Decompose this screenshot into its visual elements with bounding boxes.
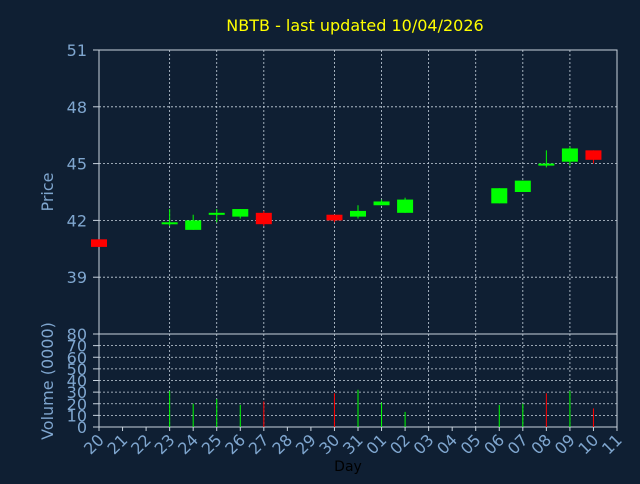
candle-08 <box>538 150 555 168</box>
candle-body <box>232 209 249 217</box>
candle-body <box>538 163 555 166</box>
candle-06 <box>491 188 508 204</box>
candle-25 <box>208 209 225 223</box>
chart-title: NBTB - last updated 10/04/2026 <box>226 16 483 35</box>
candle-01 <box>373 199 390 206</box>
volume-y-tick-label: 60 <box>67 348 87 367</box>
candle-body <box>91 239 107 247</box>
volume-y-tick-label: 0 <box>77 418 87 437</box>
x-tick-label: 11 <box>598 430 626 458</box>
candle-body <box>397 199 414 213</box>
candle-body <box>326 214 343 221</box>
price-plot-area <box>98 49 618 335</box>
volume-y-tick-label: 20 <box>67 395 87 414</box>
volume-bar-series <box>169 389 594 427</box>
price-y-tick-label: 48 <box>67 98 87 117</box>
candle-23 <box>161 209 178 227</box>
candle-body <box>561 148 578 162</box>
price-y-tick-labels: 39 42 45 48 51 <box>67 41 99 287</box>
candle-body <box>350 210 366 217</box>
price-y-tick-label: 51 <box>67 41 87 60</box>
candle-09 <box>561 146 578 166</box>
candle-31 <box>350 205 366 219</box>
candle-body <box>161 222 178 225</box>
volume-y-tick-label: 40 <box>67 372 87 391</box>
candle-20 <box>91 239 107 247</box>
volume-y-tick-label: 50 <box>67 360 87 379</box>
price-axis-label: Price <box>38 172 57 211</box>
candle-body <box>185 220 202 230</box>
price-y-tick-label: 45 <box>67 155 87 174</box>
candle-02 <box>397 197 414 213</box>
candlestick-series <box>91 146 602 247</box>
x-axis-label: Day <box>334 459 362 475</box>
candle-body <box>373 201 390 206</box>
volume-y-tick-label: 30 <box>67 383 87 402</box>
candle-body <box>585 150 602 160</box>
volume-y-tick-label: 80 <box>67 325 87 344</box>
x-tick-labels: 2021222324252627282930310102030405060708… <box>80 427 626 458</box>
volume-y-tick-label: 10 <box>67 406 87 425</box>
volume-y-tick-label: 70 <box>67 337 87 356</box>
candle-body <box>491 188 508 204</box>
candle-body <box>208 212 225 215</box>
price-y-tick-label: 39 <box>67 268 87 287</box>
candle-10 <box>585 150 602 164</box>
candle-body <box>514 180 531 192</box>
candle-26 <box>232 209 249 219</box>
candle-30 <box>326 214 343 223</box>
volume-axis-label: Volume (0000) <box>38 322 57 440</box>
candle-24 <box>185 214 202 230</box>
candle-27 <box>255 210 272 227</box>
price-y-tick-label: 42 <box>67 211 87 230</box>
candle-07 <box>514 180 531 192</box>
candle-body <box>255 212 272 225</box>
price-grid <box>99 50 617 334</box>
